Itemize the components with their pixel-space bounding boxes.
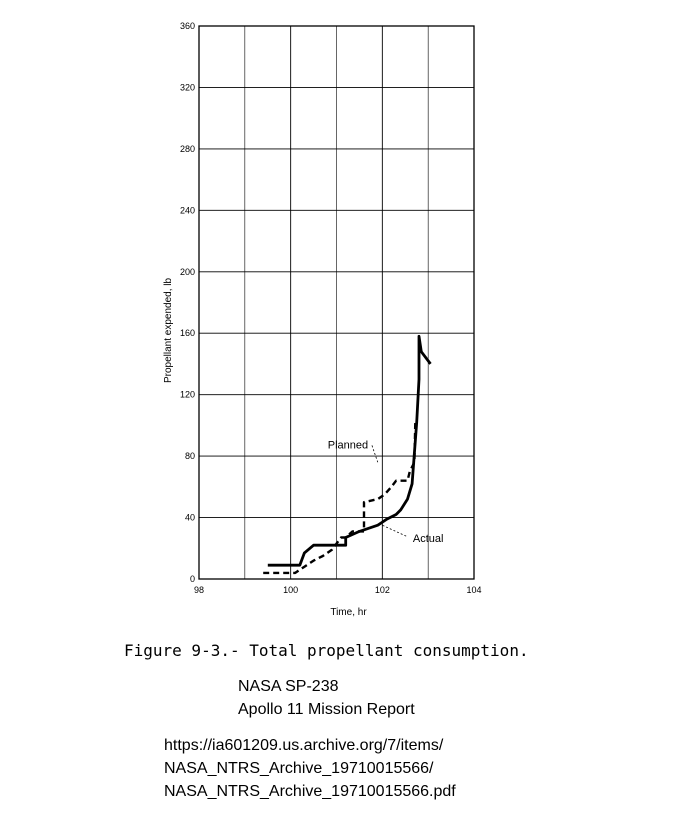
x-tick-label: 98 xyxy=(194,585,204,595)
y-tick-label: 80 xyxy=(185,451,195,461)
figure-caption: Figure 9-3.- Total propellant consumptio… xyxy=(124,641,529,660)
x-tick-label: 104 xyxy=(466,585,481,595)
series-planned-line xyxy=(263,422,417,575)
x-axis-label: Time, hr xyxy=(330,607,367,618)
annotation-actual: Actual xyxy=(413,533,444,545)
annotation-leader-planned xyxy=(371,445,379,463)
y-tick-label: 320 xyxy=(180,82,195,92)
y-tick-label: 40 xyxy=(185,513,195,523)
x-tick-label: 102 xyxy=(375,585,390,595)
y-tick-label: 200 xyxy=(180,267,195,277)
url-line-1: https://ia601209.us.archive.org/7/items/ xyxy=(164,737,444,754)
plot-frame xyxy=(198,25,475,580)
y-tick-label: 280 xyxy=(180,144,195,154)
series-actual-line xyxy=(267,334,432,567)
y-axis-label: Propellant expended, lb xyxy=(163,278,174,384)
source-line-1: NASA SP-238 xyxy=(238,678,339,695)
y-tick-label: 360 xyxy=(180,21,195,31)
y-tick-label: 0 xyxy=(190,574,195,584)
x-tick-label: 100 xyxy=(283,585,298,595)
y-tick-label: 160 xyxy=(180,328,195,338)
annotation-planned: Planned xyxy=(328,439,368,451)
propellant-chart: 98 100 102 104 0 40 80 120 160 200 240 280 320 360 Pl… xyxy=(163,21,482,618)
chart-grid xyxy=(198,25,475,580)
chart-series xyxy=(263,334,432,575)
url-line-3: NASA_NTRS_Archive_19710015566.pdf xyxy=(164,783,456,800)
url-line-2: NASA_NTRS_Archive_19710015566/ xyxy=(164,760,434,777)
y-tick-label: 240 xyxy=(180,205,195,215)
annotation-leader-actual xyxy=(382,524,407,537)
y-tick-label: 120 xyxy=(180,390,195,400)
chart-annotations: Planned Actual xyxy=(328,439,444,545)
source-line-2: Apollo 11 Mission Report xyxy=(238,701,415,718)
chart-ticks: 98 100 102 104 0 40 80 120 160 200 240 280 320 360 xyxy=(180,21,482,595)
